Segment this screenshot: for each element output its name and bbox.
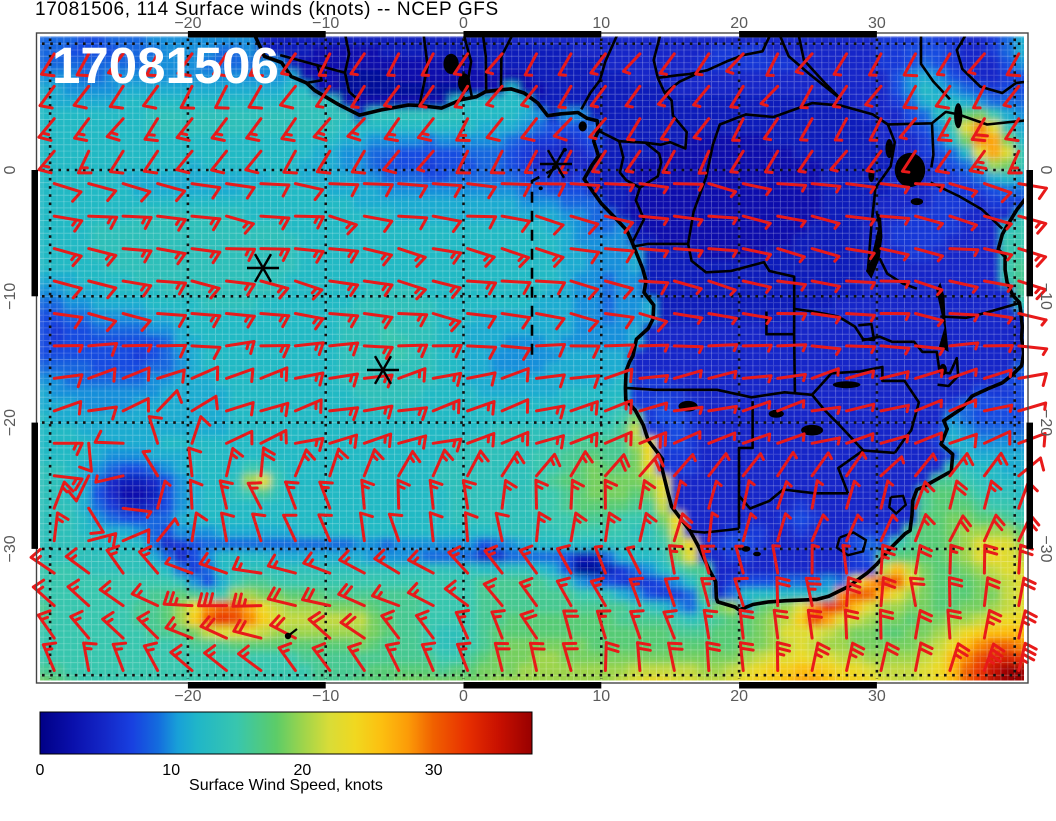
svg-text:20: 20	[730, 688, 748, 705]
svg-text:−30: −30	[2, 535, 19, 562]
svg-text:10: 10	[592, 688, 610, 705]
svg-text:−20: −20	[1037, 409, 1054, 436]
svg-text:10: 10	[162, 762, 180, 779]
svg-text:0: 0	[459, 688, 468, 705]
svg-text:17081506: 17081506	[52, 37, 279, 94]
svg-text:30: 30	[868, 15, 886, 32]
svg-text:0: 0	[1037, 166, 1054, 175]
svg-text:Surface Wind Speed, knots: Surface Wind Speed, knots	[189, 777, 383, 794]
svg-text:10: 10	[592, 15, 610, 32]
svg-text:30: 30	[425, 762, 443, 779]
svg-text:−10: −10	[312, 688, 339, 705]
svg-text:−10: −10	[1037, 283, 1054, 310]
svg-text:0: 0	[36, 762, 45, 779]
svg-text:0: 0	[2, 165, 19, 174]
svg-text:20: 20	[730, 15, 748, 32]
svg-text:−10: −10	[2, 283, 19, 310]
svg-text:30: 30	[868, 688, 886, 705]
svg-text:−30: −30	[1037, 535, 1054, 562]
svg-text:−20: −20	[174, 688, 201, 705]
svg-text:17081506, 114 Surface winds (k: 17081506, 114 Surface winds (knots) -- N…	[35, 0, 499, 20]
svg-text:−20: −20	[2, 409, 19, 436]
